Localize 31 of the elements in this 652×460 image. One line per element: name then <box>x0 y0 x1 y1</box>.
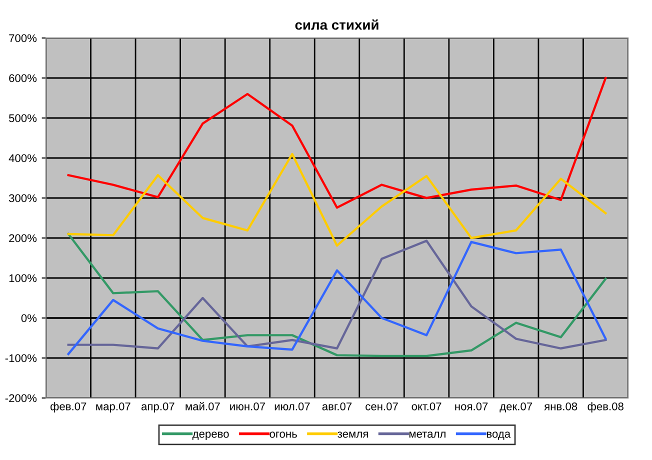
y-tick-label: 500% <box>9 114 37 122</box>
x-tick-label: фев.07 <box>50 402 86 413</box>
x-tick-label: июл.07 <box>274 402 310 410</box>
legend-label: металл <box>409 432 446 438</box>
line-series <box>67 152 607 247</box>
legend-label: дерево <box>192 432 229 440</box>
y-tick-label: 400% <box>8 154 37 162</box>
y-tick-label: 100% <box>9 274 37 282</box>
y-tick-label: 300% <box>8 194 37 202</box>
x-tick-label: янв.08 <box>544 402 578 410</box>
y-tick-label: 600% <box>9 74 37 82</box>
chart-title: сила стихий <box>295 19 378 30</box>
x-tick-label: сен.07 <box>366 402 398 410</box>
line-series <box>67 76 607 209</box>
legend-label: земля <box>338 432 368 438</box>
x-tick-label: дек.07 <box>500 402 532 412</box>
y-tick-label: 700% <box>9 34 37 42</box>
y-tick-label: 200% <box>9 234 37 242</box>
x-tick-label: ноя.07 <box>455 402 488 410</box>
x-tick-label: окт.07 <box>412 402 442 410</box>
x-tick-label: май.07 <box>186 402 220 410</box>
x-tick-label: мар.07 <box>96 402 130 413</box>
y-tick-label: -100% <box>5 354 37 362</box>
x-tick-label: июн.07 <box>230 402 265 410</box>
legend-label: огонь <box>270 432 297 438</box>
x-tick-label: фев.08 <box>588 402 624 413</box>
y-tick-label: 0% <box>21 314 37 322</box>
legend-label: вода <box>486 432 511 440</box>
x-tick-label: авг.07 <box>322 402 352 410</box>
x-tick-label: апр.07 <box>141 402 174 413</box>
y-tick-label: -200% <box>5 394 37 402</box>
